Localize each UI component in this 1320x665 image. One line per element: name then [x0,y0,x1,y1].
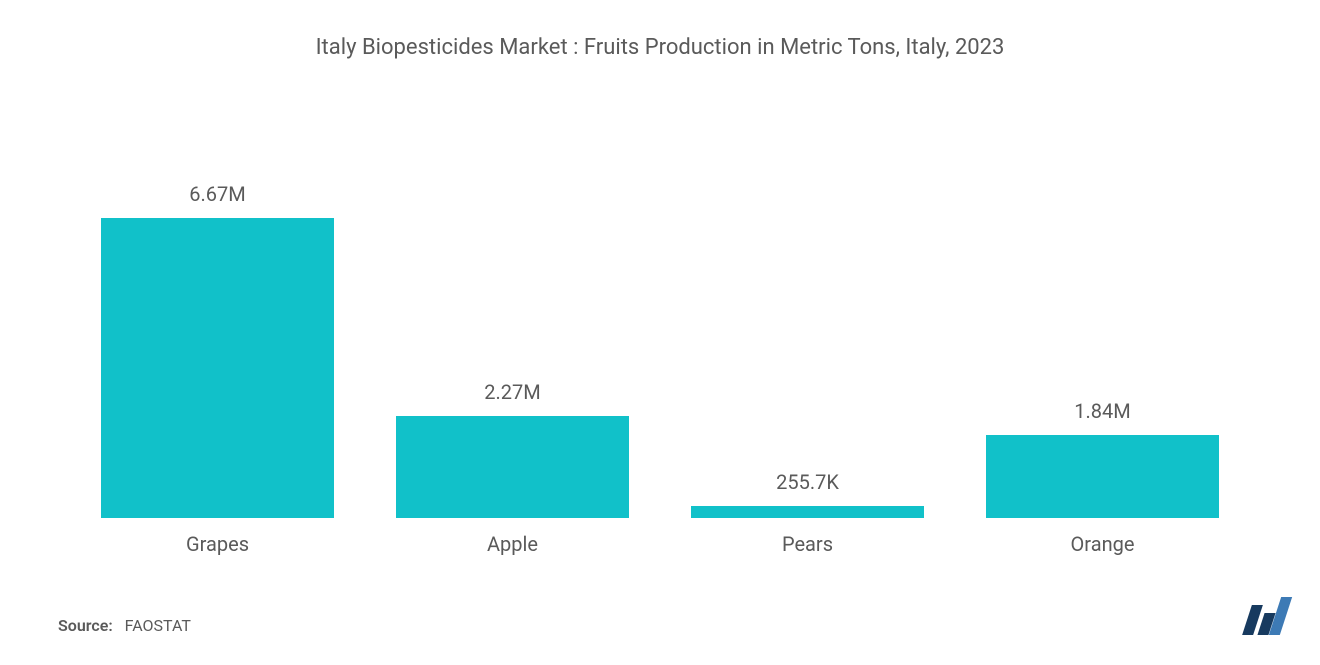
bar-value-label: 6.67M [189,182,245,206]
bar-group-apple: 2.27M Apple [383,380,643,556]
chart-title: Italy Biopesticides Market : Fruits Prod… [50,35,1270,60]
bar-group-orange: 1.84M Orange [973,399,1233,556]
source-text: FAOSTAT [125,616,191,635]
bar-group-pears: 255.7K Pears [678,470,938,556]
bar-grapes [101,218,335,518]
bar-pears [691,506,925,518]
bar-group-grapes: 6.67M Grapes [88,182,348,556]
brand-logo-icon [1247,597,1286,635]
chart-plot-area: 6.67M Grapes 2.27M Apple 255.7K Pears 1.… [50,70,1270,556]
source-line: Source: FAOSTAT [50,616,1270,635]
bar-value-label: 1.84M [1074,399,1130,423]
source-prefix: Source: [58,616,113,635]
bar-category-label: Orange [1071,532,1135,556]
chart-container: Italy Biopesticides Market : Fruits Prod… [0,0,1320,665]
bar-apple [396,416,630,518]
bar-orange [986,435,1220,518]
bar-value-label: 255.7K [776,470,839,494]
bar-value-label: 2.27M [484,380,540,404]
bar-category-label: Grapes [186,532,249,556]
bar-category-label: Apple [487,532,538,556]
bar-category-label: Pears [782,532,833,556]
